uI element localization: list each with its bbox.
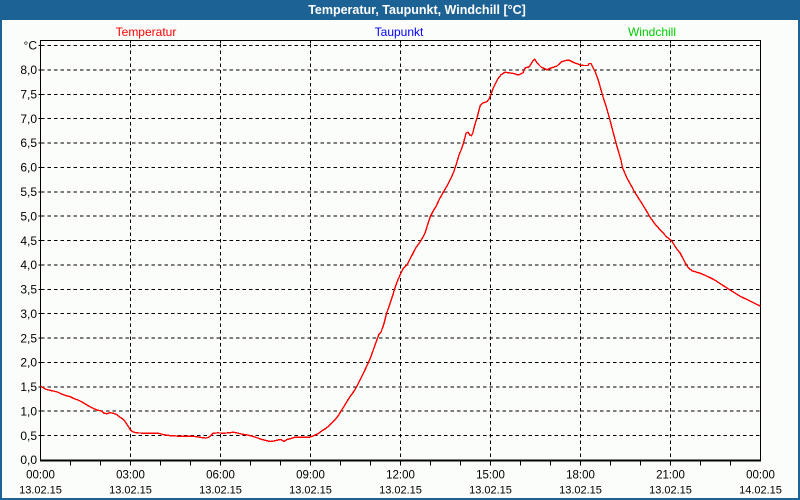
svg-text:13.02.15: 13.02.15 — [559, 485, 602, 497]
svg-text:2,0: 2,0 — [20, 356, 37, 370]
svg-text:3,0: 3,0 — [20, 307, 37, 321]
svg-text:4,0: 4,0 — [20, 258, 37, 272]
svg-text:2,5: 2,5 — [20, 331, 37, 345]
svg-text:8,0: 8,0 — [20, 63, 37, 77]
svg-text:21:00: 21:00 — [656, 470, 685, 482]
svg-text:13.02.15: 13.02.15 — [379, 485, 422, 497]
svg-text:03:00: 03:00 — [116, 470, 145, 482]
svg-text:09:00: 09:00 — [296, 470, 325, 482]
svg-text:Taupunkt: Taupunkt — [375, 25, 424, 39]
svg-text:5,5: 5,5 — [20, 185, 37, 199]
svg-text:°C: °C — [24, 39, 38, 53]
svg-text:3,5: 3,5 — [20, 283, 37, 297]
svg-text:0,0: 0,0 — [20, 453, 37, 467]
svg-text:13.02.15: 13.02.15 — [109, 485, 152, 497]
svg-text:13.02.15: 13.02.15 — [19, 485, 62, 497]
svg-text:Windchill: Windchill — [628, 25, 676, 39]
svg-text:Temperatur: Temperatur — [116, 25, 177, 39]
svg-text:14.02.15: 14.02.15 — [739, 485, 782, 497]
svg-text:15:00: 15:00 — [476, 470, 505, 482]
svg-text:7,5: 7,5 — [20, 88, 37, 102]
svg-text:1,5: 1,5 — [20, 380, 37, 394]
svg-text:Temperatur, Taupunkt, Windchil: Temperatur, Taupunkt, Windchill [°C] — [308, 3, 526, 17]
svg-text:6,0: 6,0 — [20, 161, 37, 175]
svg-text:1,0: 1,0 — [20, 404, 37, 418]
svg-text:00:00: 00:00 — [26, 470, 55, 482]
svg-text:13.02.15: 13.02.15 — [469, 485, 512, 497]
svg-text:00:00: 00:00 — [746, 470, 775, 482]
svg-text:6,5: 6,5 — [20, 136, 37, 150]
svg-text:12:00: 12:00 — [386, 470, 415, 482]
svg-text:5,0: 5,0 — [20, 209, 37, 223]
svg-text:13.02.15: 13.02.15 — [649, 485, 692, 497]
svg-text:0,5: 0,5 — [20, 429, 37, 443]
svg-text:13.02.15: 13.02.15 — [199, 485, 242, 497]
svg-text:06:00: 06:00 — [206, 470, 235, 482]
svg-text:7,0: 7,0 — [20, 112, 37, 126]
svg-text:13.02.15: 13.02.15 — [289, 485, 332, 497]
svg-text:18:00: 18:00 — [566, 470, 595, 482]
svg-text:4,5: 4,5 — [20, 234, 37, 248]
